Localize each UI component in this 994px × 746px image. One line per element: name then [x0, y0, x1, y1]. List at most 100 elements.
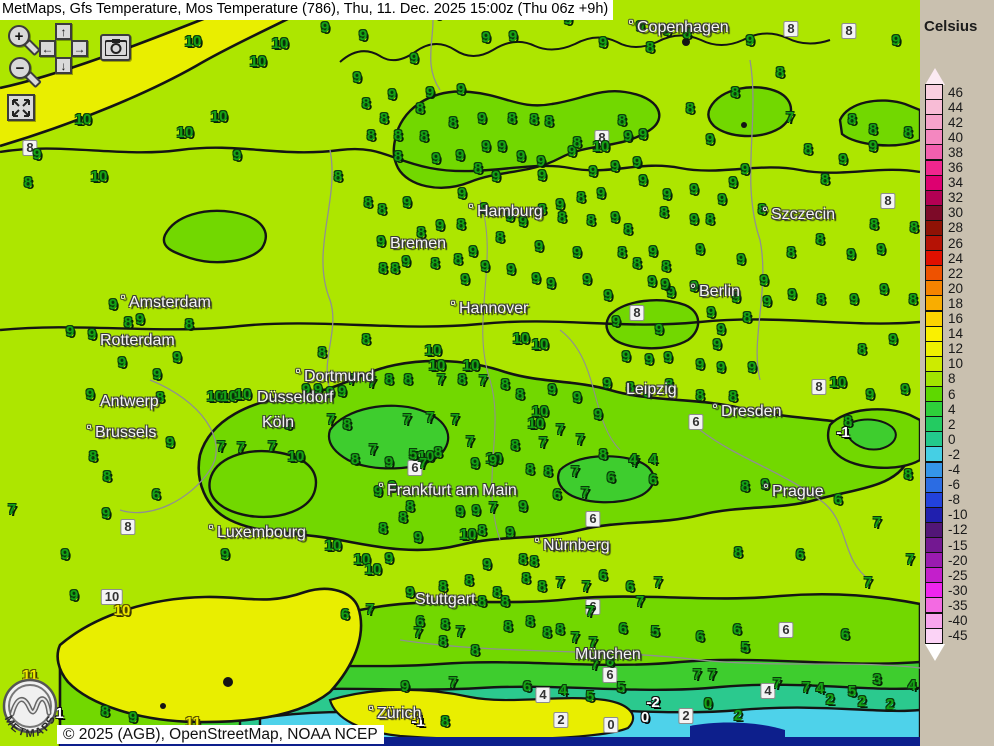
legend-swatch [925, 295, 943, 312]
station-temperature-value: 10 [271, 34, 289, 52]
zoom-in-button[interactable]: + [8, 25, 41, 57]
station-temperature-value: 8 [470, 641, 480, 659]
station-temperature-value: 9 [373, 482, 383, 500]
pan-down-button[interactable]: ↓ [55, 57, 72, 74]
station-temperature-value: 9 [87, 325, 97, 343]
zoom-out-button[interactable]: − [9, 57, 42, 89]
station-temperature-value: 9 [588, 162, 598, 180]
arrow-up-icon: ↑ [60, 24, 67, 39]
station-temperature-value: 10 [184, 32, 202, 50]
legend-tick-label: -15 [948, 537, 968, 553]
station-temperature-value: 9 [505, 523, 515, 541]
station-temperature-value: 9 [488, 451, 498, 469]
station-temperature-value: 8 [477, 521, 487, 539]
city-label: ° Szczecin [762, 204, 836, 223]
city-marker-icon: ° [295, 366, 301, 383]
station-temperature-value: 8 [820, 170, 830, 188]
city-label: ° Hannover [450, 298, 529, 317]
station-temperature-value: 7 [801, 678, 811, 696]
station-temperature-value: 9 [838, 150, 848, 168]
station-temperature-value: 9 [491, 167, 501, 185]
station-temperature-value: 9 [762, 292, 772, 310]
station-temperature-value: 8 [685, 99, 695, 117]
station-temperature-value: 6 [522, 677, 532, 695]
legend-tick-label: 24 [948, 250, 964, 266]
fullscreen-button[interactable] [7, 94, 35, 121]
station-temperature-value: 8 [903, 123, 913, 141]
station-temperature-value: 8 [456, 215, 466, 233]
station-temperature-value: 8 [543, 462, 553, 480]
station-temperature-value: 9 [460, 270, 470, 288]
isotherm-contour-label: 6 [602, 667, 618, 683]
station-temperature-value: 6 [151, 485, 161, 503]
station-temperature-value: 8 [557, 208, 567, 226]
station-temperature-value: 7 [538, 433, 548, 451]
legend-swatch [925, 567, 943, 584]
station-temperature-value: 8 [775, 63, 785, 81]
station-temperature-value: 8 [342, 415, 352, 433]
station-temperature-value: 8 [403, 370, 413, 388]
station-temperature-value: 7 [785, 108, 795, 126]
station-temperature-value: 7 [863, 573, 873, 591]
station-temperature-value: 9 [662, 21, 672, 39]
pan-up-button[interactable]: ↑ [55, 23, 72, 40]
station-temperature-value: 6 [695, 627, 705, 645]
isotherm-contour-label: 8 [880, 193, 896, 209]
station-temperature-value: 7 [436, 370, 446, 388]
city-marker-icon: ° [378, 480, 384, 497]
station-temperature-value: 8 [786, 243, 796, 261]
legend-swatch [925, 235, 943, 252]
station-temperature-value: 8 [623, 220, 633, 238]
station-temperature-value: 6 [606, 468, 616, 486]
station-temperature-value: 8 [733, 543, 743, 561]
isotherm-contour-label: 4 [760, 683, 776, 699]
station-temperature-value: 7 [588, 633, 598, 651]
station-temperature-value: 7 [635, 592, 645, 610]
station-temperature-value: 9 [706, 303, 716, 321]
pan-left-button[interactable]: ← [39, 40, 56, 57]
station-temperature-value: 8 [492, 583, 502, 601]
station-temperature-value: 8 [757, 200, 767, 218]
legend-swatch [925, 340, 943, 357]
city-label: Antwerp [100, 393, 159, 411]
snapshot-button[interactable] [100, 34, 131, 61]
station-temperature-value: 8 [88, 447, 98, 465]
station-temperature-value: 8 [379, 109, 389, 127]
isotherm-contour-label: 2 [678, 708, 694, 724]
station-temperature-value: 9 [470, 454, 480, 472]
legend-swatch [925, 431, 943, 448]
station-temperature-value: 7 [478, 371, 488, 389]
station-temperature-value: 5 [847, 682, 857, 700]
magnifier-plus-icon: + [8, 25, 30, 47]
pan-right-button[interactable]: → [71, 40, 88, 57]
station-temperature-value: 8 [155, 388, 165, 406]
station-temperature-value: 9 [745, 31, 755, 49]
legend-title: Celsius [924, 18, 978, 35]
station-temperature-value: 8 [659, 203, 669, 221]
city-label: ° Prague [763, 481, 824, 500]
legend-swatch [925, 401, 943, 418]
station-temperature-value: 4 [558, 681, 568, 699]
legend-tick-label: 42 [948, 114, 964, 130]
isotherm-contour-label: 6 [688, 414, 704, 430]
station-temperature-value: 9 [387, 477, 397, 495]
station-temperature-value: 9 [108, 295, 118, 313]
station-temperature-value: 6 [283, 415, 293, 433]
station-temperature-value: 7 [455, 622, 465, 640]
station-temperature-value: 7 [570, 628, 580, 646]
legend-swatch [925, 265, 943, 282]
station-temperature-value: 9 [654, 320, 664, 338]
isotherm-contour-label: 6 [778, 622, 794, 638]
station-temperature-value: 9 [623, 127, 633, 145]
station-temperature-value: 8 [728, 387, 738, 405]
station-temperature-value: 11 [22, 666, 38, 684]
station-temperature-value: 8 [464, 571, 474, 589]
isotherm-contour-label: 8 [594, 130, 610, 146]
station-temperature-value: 8 [555, 620, 565, 638]
weather-map[interactable]: 1010109999999998899101010109989998899888… [0, 0, 920, 746]
station-temperature-value: 9 [689, 277, 699, 295]
station-temperature-value: 7 [368, 440, 378, 458]
legend-swatch [925, 84, 943, 101]
station-temperature-value: 8 [430, 254, 440, 272]
